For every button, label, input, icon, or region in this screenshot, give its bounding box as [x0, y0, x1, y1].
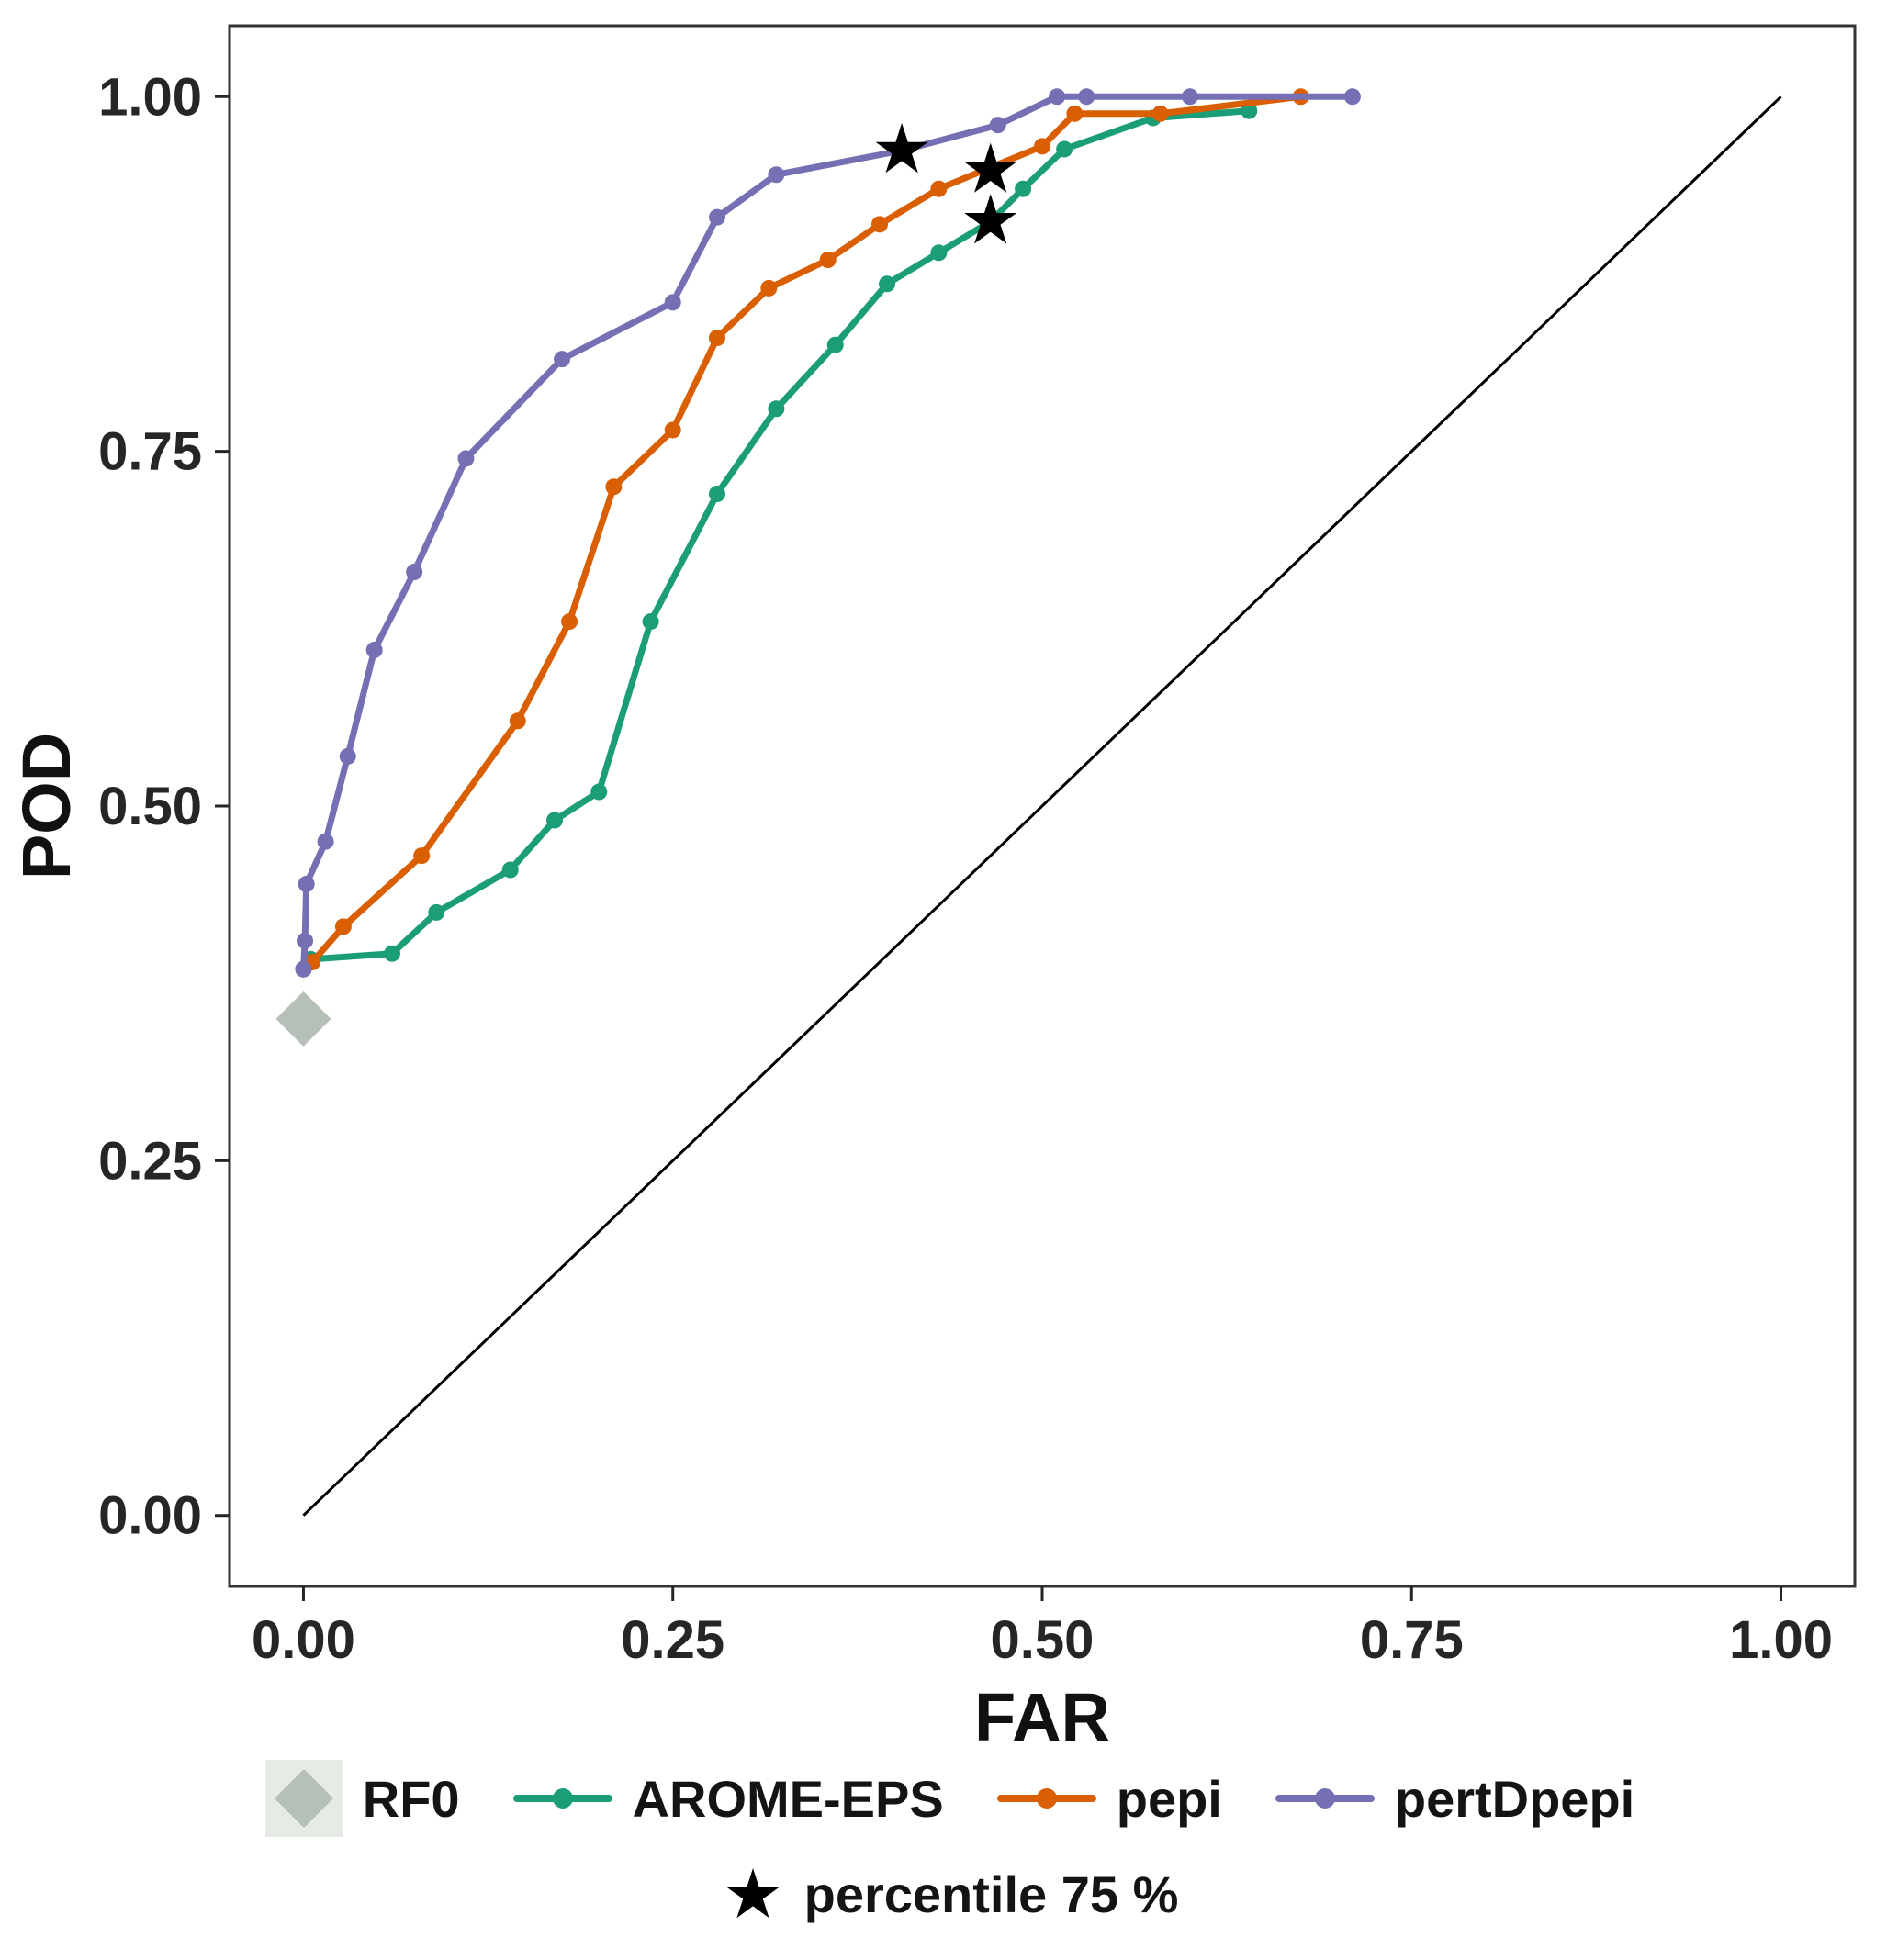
data-point-arome-eps: [1056, 140, 1073, 158]
y-tick-label: 0.50: [98, 777, 202, 836]
data-point-pertdpepi: [1343, 88, 1361, 106]
data-point-pepi: [605, 478, 623, 496]
data-point-arome-eps: [1015, 180, 1032, 197]
y-tick-label: 1.00: [98, 67, 202, 127]
data-point-pertdpepi: [295, 960, 312, 978]
y-tick-label: 0.75: [98, 422, 202, 482]
percentile-75-star-icon: [875, 123, 928, 174]
data-point-pertdpepi: [1049, 88, 1066, 106]
x-tick-label: 1.00: [1729, 1610, 1833, 1670]
data-point-arome-eps: [384, 945, 400, 962]
legend-label: AROME-EPS: [632, 1769, 944, 1828]
legend-row-percentile: percentile 75 %: [0, 1855, 1898, 1932]
data-point-pertdpepi: [664, 294, 681, 311]
legend-key-rf0-diamond-icon: [264, 1760, 343, 1837]
y-tick-label: 0.00: [98, 1486, 202, 1546]
percentile-75-star-icon: [964, 142, 1017, 193]
legend-item-pertdpepi: pertDpepi: [1274, 1769, 1634, 1829]
y-tick-label: 0.25: [98, 1131, 202, 1191]
data-point-pepi: [334, 918, 352, 935]
data-point-arome-eps: [501, 861, 519, 879]
data-point-pertdpepi: [709, 208, 725, 226]
data-point-arome-eps: [590, 783, 608, 801]
data-point-pertdpepi: [297, 932, 314, 949]
data-point-pepi: [561, 613, 578, 631]
legend-label: pepi: [1116, 1769, 1222, 1828]
data-point-arome-eps: [709, 486, 725, 502]
diamond-icon: [274, 1769, 333, 1828]
legend-label: RF0: [362, 1769, 460, 1828]
data-point-pepi: [871, 216, 888, 233]
data-point-pertdpepi: [768, 166, 785, 184]
data-point-arome-eps: [1241, 102, 1258, 119]
data-point-pepi: [709, 330, 725, 346]
legend: RF0 AROME-EPS pepi pertDpepi percentile 75 …: [0, 1754, 1898, 1932]
x-tick-label: 0.25: [621, 1610, 724, 1670]
percentile-75-star-icon: [964, 194, 1017, 244]
dot-icon: [1036, 1788, 1057, 1809]
star-icon: [726, 1868, 780, 1919]
data-point-pertdpepi: [406, 564, 423, 580]
data-point-pertdpepi: [339, 747, 356, 765]
data-point-pepi: [413, 847, 431, 865]
data-point-pepi: [664, 421, 681, 439]
dot-icon: [1314, 1788, 1335, 1809]
data-point-arome-eps: [879, 275, 896, 293]
legend-row-series: RF0 AROME-EPS pepi pertDpepi: [0, 1754, 1898, 1842]
data-point-pepi: [1151, 105, 1169, 122]
data-point-pertdpepi: [554, 351, 571, 368]
data-point-arome-eps: [642, 613, 659, 631]
data-point-pertdpepi: [989, 117, 1006, 134]
data-point-arome-eps: [930, 244, 948, 262]
data-point-pertdpepi: [457, 450, 475, 467]
legend-item-arome-eps: AROME-EPS: [511, 1769, 944, 1829]
data-point-arome-eps: [428, 903, 445, 921]
data-point-pertdpepi: [1181, 88, 1198, 106]
legend-label: percentile 75 %: [803, 1865, 1179, 1923]
data-point-pertdpepi: [1078, 88, 1095, 106]
x-tick-label: 0.00: [252, 1610, 355, 1670]
x-tick-label: 0.75: [1360, 1610, 1464, 1670]
legend-key-star-icon: [726, 1868, 780, 1919]
data-point-arome-eps: [826, 336, 844, 353]
legend-item-percentile-75: percentile 75 %: [720, 1861, 1179, 1927]
legend-key-line-icon: [512, 1788, 612, 1809]
data-point-arome-eps: [768, 400, 785, 418]
x-axis-title: FAR: [974, 1679, 1110, 1749]
data-point-pepi: [930, 180, 948, 197]
no-skill-diagonal: [302, 95, 1782, 1517]
dot-icon: [552, 1788, 573, 1809]
x-tick-label: 0.50: [991, 1610, 1095, 1670]
data-point-pertdpepi: [365, 642, 383, 658]
y-axis-title: POD: [8, 733, 84, 879]
data-point-pepi: [819, 252, 837, 268]
data-point-pertdpepi: [317, 833, 334, 850]
legend-key-line-icon: [1275, 1788, 1375, 1809]
series-line-arome-eps: [300, 107, 1252, 973]
data-point-pepi: [1034, 138, 1050, 155]
data-point-pertdpepi: [298, 876, 315, 892]
rf0-diamond-marker: [275, 991, 331, 1047]
data-point-arome-eps: [546, 812, 563, 829]
legend-item-pepi: pepi: [995, 1769, 1222, 1829]
data-point-pepi: [1066, 105, 1084, 122]
data-point-pepi: [760, 279, 778, 297]
pod-far-plot: 0.00 0.25 0.50 0.75 1.00 0.00 0.25 0.50 0.75 1.00…: [8, 24, 1857, 1749]
legend-key-line-icon: [996, 1788, 1096, 1809]
legend-item-rf0: RF0: [264, 1758, 460, 1839]
legend-label: pertDpepi: [1394, 1769, 1635, 1828]
data-point-pepi: [509, 712, 526, 730]
